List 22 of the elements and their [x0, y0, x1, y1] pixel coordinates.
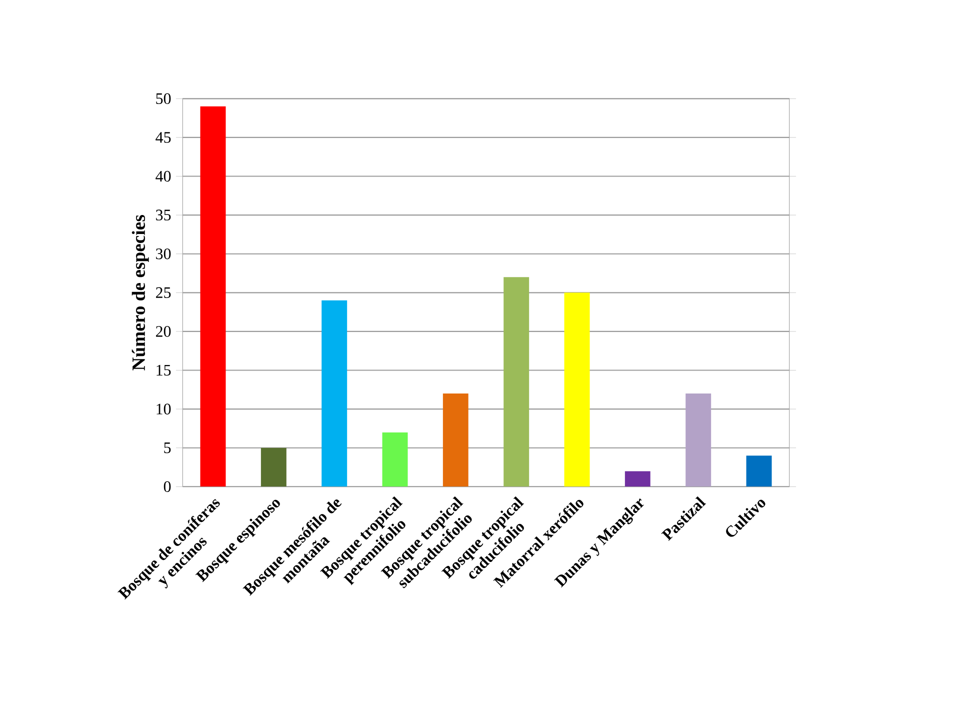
bar	[382, 432, 408, 487]
bar	[504, 277, 530, 487]
y-tick-label: 40	[156, 170, 171, 182]
bar	[564, 292, 590, 487]
bar	[686, 394, 712, 487]
y-tick-label: 20	[156, 326, 171, 337]
bar	[746, 456, 772, 487]
y-tick-label: 50	[156, 93, 171, 104]
y-tick-label: 0	[164, 481, 171, 492]
bar	[442, 394, 468, 487]
y-tick-label: 25	[156, 287, 171, 298]
bar	[200, 106, 226, 487]
y-tick-label: 5	[164, 442, 171, 454]
y-tick-label: 35	[156, 210, 171, 220]
y-axis-title: Número de especies	[132, 215, 149, 370]
y-tick-label: 15	[156, 364, 171, 376]
y-tick-label: 10	[156, 404, 171, 414]
y-tick-label: 30	[156, 248, 171, 260]
y-tick-label: 45	[156, 132, 171, 143]
bar	[624, 471, 650, 487]
bar	[260, 448, 286, 487]
bar	[322, 300, 348, 487]
